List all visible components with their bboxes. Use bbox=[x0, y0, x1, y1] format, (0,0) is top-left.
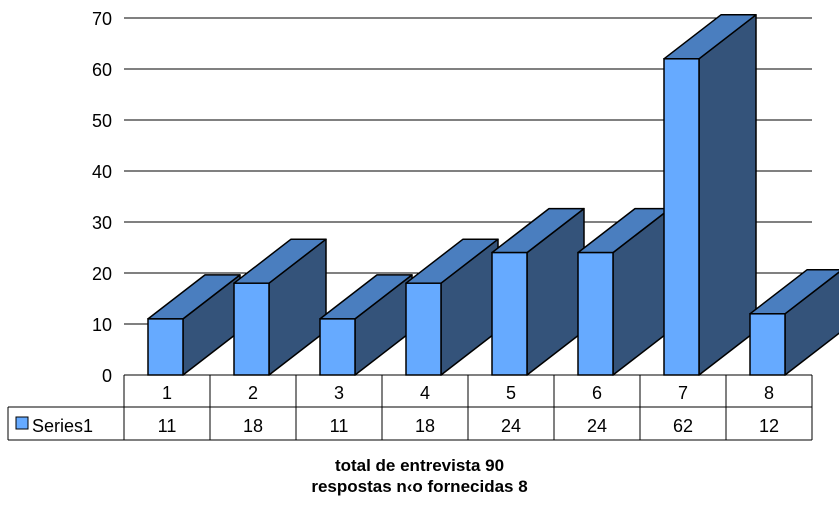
y-tick-label: 30 bbox=[92, 213, 112, 233]
legend-series-name: Series1 bbox=[32, 416, 93, 436]
bar-front bbox=[148, 319, 183, 375]
data-label: 24 bbox=[501, 416, 521, 436]
y-tick-label: 10 bbox=[92, 315, 112, 335]
x-category-label: 4 bbox=[420, 383, 430, 403]
x-category-label: 8 bbox=[764, 383, 774, 403]
bar bbox=[492, 209, 584, 375]
y-tick-label: 60 bbox=[92, 60, 112, 80]
bar-front bbox=[750, 314, 785, 375]
bar-front bbox=[234, 283, 269, 375]
bar-side bbox=[699, 15, 756, 375]
bar bbox=[234, 239, 326, 375]
y-tick-label: 0 bbox=[102, 366, 112, 386]
bar bbox=[320, 275, 412, 375]
x-category-label: 6 bbox=[592, 383, 602, 403]
bar-front bbox=[492, 253, 527, 375]
x-category-label: 3 bbox=[334, 383, 344, 403]
y-axis-ticks: 0 10 20 30 40 50 60 70 bbox=[92, 9, 112, 386]
bar-front bbox=[664, 59, 699, 375]
data-label: 11 bbox=[158, 416, 177, 436]
bar bbox=[148, 275, 240, 375]
legend-swatch bbox=[16, 417, 28, 429]
y-tick-label: 40 bbox=[92, 162, 112, 182]
x-category-label: 5 bbox=[506, 383, 516, 403]
x-category-label: 7 bbox=[678, 383, 688, 403]
x-category-label: 2 bbox=[248, 383, 258, 403]
data-label: 12 bbox=[759, 416, 779, 436]
x-category-label: 1 bbox=[162, 383, 172, 403]
data-label: 62 bbox=[673, 416, 693, 436]
y-tick-label: 20 bbox=[92, 264, 112, 284]
bar bbox=[406, 239, 498, 375]
bar bbox=[578, 209, 670, 375]
data-label: 24 bbox=[587, 416, 607, 436]
bar-front bbox=[406, 283, 441, 375]
bar-front bbox=[320, 319, 355, 375]
y-tick-label: 50 bbox=[92, 111, 112, 131]
annotation-total-interviews: total de entrevista 90 bbox=[0, 456, 839, 476]
data-label: 18 bbox=[415, 416, 435, 436]
y-tick-label: 70 bbox=[92, 9, 112, 29]
bar bbox=[664, 15, 756, 375]
bar bbox=[750, 270, 839, 375]
data-label: 18 bbox=[243, 416, 263, 436]
annotation-missing-responses: respostas n‹o fornecidas 8 bbox=[0, 477, 839, 497]
bar-front bbox=[578, 253, 613, 375]
data-label: 11 bbox=[330, 416, 349, 436]
